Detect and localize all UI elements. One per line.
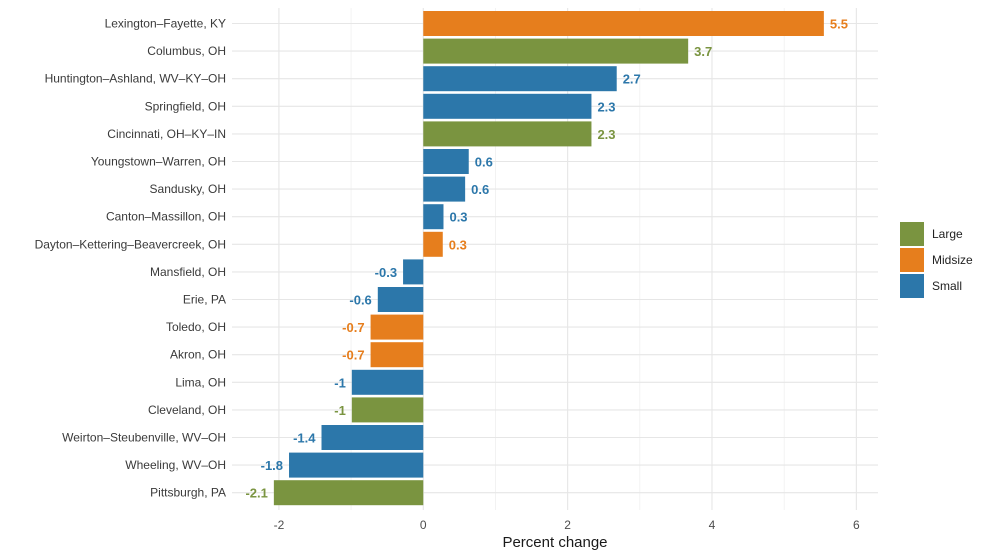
bar	[370, 342, 424, 368]
data-label: -0.6	[349, 293, 371, 308]
data-label: 3.7	[694, 44, 712, 59]
category-label: Cincinnati, OH–KY–IN	[107, 127, 226, 141]
data-label: -1.4	[293, 431, 316, 446]
bar	[423, 204, 444, 230]
bar	[423, 176, 466, 202]
bar	[289, 452, 424, 478]
legend: Large Midsize Small	[900, 222, 973, 298]
category-label: Dayton–Kettering–Beavercreek, OH	[35, 237, 226, 251]
x-axis-ticks: -2 0 2 4 6	[274, 518, 860, 532]
legend-swatch	[900, 222, 924, 246]
bar	[423, 149, 469, 174]
bar	[423, 38, 689, 64]
category-label: Lima, OH	[175, 375, 226, 389]
data-label: -0.3	[375, 265, 397, 280]
data-label: -0.7	[342, 348, 364, 363]
category-label: Columbus, OH	[147, 44, 226, 58]
value-labels: 5.5 3.7 2.7 2.3 2.3 0.6 0.6 0.3 0.3 -0.3 -0.6 -0.7 -…	[245, 17, 847, 501]
x-tick-label: 2	[564, 518, 571, 532]
category-label: Mansfield, OH	[150, 265, 226, 279]
x-tick-label: 4	[709, 518, 716, 532]
category-label: Sandusky, OH	[150, 182, 226, 196]
category-label: Youngstown–Warren, OH	[91, 155, 226, 169]
x-tick-label: -2	[274, 518, 285, 532]
category-labels: Lexington–Fayette, KY Columbus, OH Hunting…	[35, 17, 226, 500]
bar	[377, 287, 424, 312]
category-label: Canton–Massillon, OH	[106, 210, 226, 224]
bar	[370, 314, 424, 340]
bar	[423, 66, 617, 92]
bar	[423, 11, 824, 36]
bar	[423, 231, 443, 257]
category-label: Akron, OH	[170, 348, 226, 362]
data-label: 0.3	[449, 210, 467, 225]
category-label: Cleveland, OH	[148, 403, 226, 417]
data-label: 0.6	[475, 155, 493, 170]
legend-label: Large	[932, 227, 963, 241]
category-label: Toledo, OH	[166, 320, 226, 334]
bar	[423, 121, 592, 147]
data-label: -2.1	[245, 486, 267, 501]
category-label: Weirton–Steubenville, WV–OH	[62, 431, 226, 445]
bar	[423, 93, 592, 119]
x-tick-label: 0	[420, 518, 427, 532]
data-label: -1	[334, 403, 346, 418]
category-label: Pittsburgh, PA	[150, 486, 226, 500]
category-label: Springfield, OH	[145, 99, 226, 113]
data-label: 0.6	[471, 182, 489, 197]
data-label: 2.3	[597, 99, 615, 114]
category-label: Wheeling, WV–OH	[125, 458, 226, 472]
legend-label: Midsize	[932, 253, 973, 267]
data-label: 5.5	[830, 17, 848, 32]
data-label: 2.3	[597, 127, 615, 142]
data-label: -1.8	[261, 458, 283, 473]
bar	[351, 369, 424, 395]
category-label: Huntington–Ashland, WV–KY–OH	[45, 72, 226, 86]
bar	[351, 397, 424, 423]
bars-group	[273, 11, 824, 506]
data-label: -1	[334, 375, 346, 390]
bar	[321, 425, 424, 450]
category-label: Erie, PA	[183, 293, 226, 307]
data-label: 2.7	[623, 72, 641, 87]
legend-swatch	[900, 274, 924, 298]
x-tick-label: 6	[853, 518, 860, 532]
category-label: Lexington–Fayette, KY	[105, 17, 226, 31]
legend-label: Small	[932, 279, 962, 293]
data-label: 0.3	[449, 237, 467, 252]
bar	[273, 480, 424, 506]
bar	[403, 259, 424, 285]
legend-swatch	[900, 248, 924, 272]
x-axis-title: Percent change	[502, 534, 607, 551]
data-label: -0.7	[342, 320, 364, 335]
